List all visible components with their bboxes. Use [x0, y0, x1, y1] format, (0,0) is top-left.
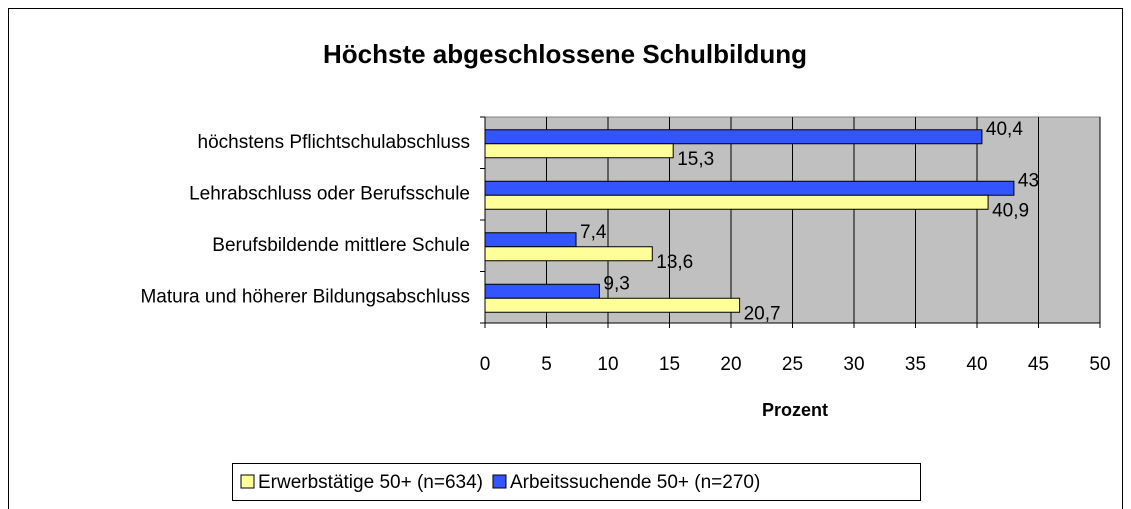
x-tick-label: 30	[843, 354, 864, 375]
y-tick-label: höchstens Pflichtschulabschluss	[198, 132, 470, 153]
y-tick-label: Berufsbildende mittlere Schule	[212, 235, 470, 256]
value-label: 13,6	[656, 252, 693, 273]
x-tick-label: 5	[541, 354, 552, 375]
bar	[484, 246, 653, 262]
value-label: 40,9	[992, 200, 1029, 221]
x-axis-title: Prozent	[762, 400, 828, 420]
x-tick-label: 20	[720, 354, 741, 375]
x-tick-label: 15	[659, 354, 680, 375]
value-label: 15,3	[677, 149, 714, 170]
bar	[484, 194, 989, 210]
bar	[484, 129, 983, 145]
bar	[484, 143, 674, 159]
value-label: 40,4	[986, 119, 1023, 140]
value-label: 7,4	[580, 222, 607, 243]
legend-label: Erwerbstätige 50+ (n=634)	[258, 472, 483, 493]
x-tick-label: 45	[1028, 354, 1049, 375]
x-tick-label: 10	[597, 354, 618, 375]
legend-swatch	[492, 474, 507, 489]
legend-box	[232, 463, 921, 501]
x-tick-label: 40	[966, 354, 987, 375]
legend-swatch	[240, 474, 255, 489]
bar	[484, 232, 577, 248]
y-tick-label: Lehrabschluss oder Berufsschule	[189, 183, 470, 204]
bar	[484, 180, 1015, 196]
value-label: 20,7	[744, 303, 781, 324]
bar	[484, 297, 741, 313]
x-tick-label: 25	[782, 354, 803, 375]
x-tick-label: 50	[1089, 354, 1110, 375]
x-tick-label: 35	[905, 354, 926, 375]
value-label: 43	[1018, 170, 1039, 191]
y-tick-label: Matura und höherer Bildungsabschluss	[140, 286, 470, 307]
chart-title: Höchste abgeschlossene Schulbildung	[323, 39, 807, 69]
legend-label: Arbeitssuchende 50+ (n=270)	[510, 472, 760, 493]
bar	[484, 283, 600, 299]
x-tick-label: 0	[480, 354, 491, 375]
value-label: 9,3	[603, 273, 629, 294]
